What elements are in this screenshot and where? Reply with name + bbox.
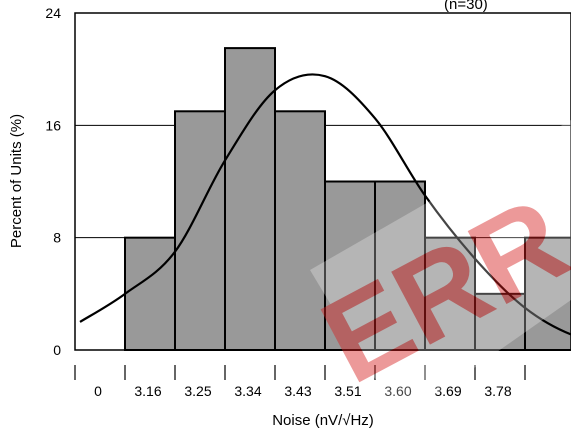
y-tick-labels: 0 8 16 24 (45, 5, 61, 358)
x-axis-label: Noise (nV/√Hz) (272, 412, 374, 429)
histogram-bar (224, 47, 276, 352)
y-tick-label: 8 (53, 230, 61, 246)
x-tick-label: 3.78 (484, 383, 511, 399)
histogram-bar (424, 236, 476, 352)
histogram-bar (124, 236, 176, 352)
x-tick-label: 3.43 (284, 383, 311, 399)
x-tick-label: 3.51 (334, 383, 361, 399)
fit-curve (79, 73, 571, 336)
x-tick-labels: 0 3.16 3.25 3.34 3.43 3.51 3.60 3.69 3.78 (74, 365, 526, 399)
x-tick-label: 3.25 (184, 383, 211, 399)
x-tick-label: 3.60 (384, 383, 411, 399)
y-axis-label: Percent of Units (%) (8, 114, 25, 248)
header-fragment: (n=30) (444, 0, 488, 13)
y-tick-label: 24 (45, 5, 61, 21)
plot-frame (74, 12, 571, 351)
x-tick-label: 3.34 (234, 383, 261, 399)
x-tick-label: 0 (94, 383, 102, 399)
histogram-bar (174, 110, 226, 351)
y-tick-label: 0 (53, 342, 61, 358)
histogram-bar (374, 180, 426, 351)
y-tick-label: 16 (45, 117, 61, 133)
histogram-bar (274, 110, 326, 351)
x-tick-label: 3.16 (134, 383, 161, 399)
watermark: ERR (302, 120, 571, 420)
x-tick-label: 3.69 (434, 383, 461, 399)
bars (124, 47, 571, 352)
